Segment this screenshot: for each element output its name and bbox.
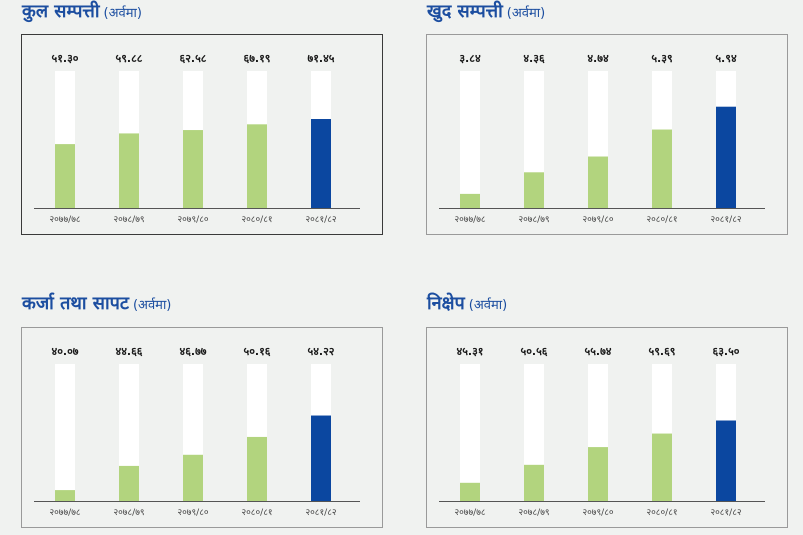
bar [652, 433, 672, 501]
data-label: ६३.५० [712, 345, 739, 358]
x-tick-label: २०८१/८२ [710, 508, 741, 518]
bar [247, 436, 267, 501]
data-label: ५.३९ [651, 52, 673, 65]
deposits-chart: ४५.३१ २०७७/७८ ५०.५६ २०७८/७९ ५५.७४ २०७९/८० ५९.६… [426, 327, 788, 528]
x-tick-label: २०७७/७८ [454, 215, 485, 225]
data-label: ४.३६ [523, 52, 545, 65]
x-tick-label: २०७७/७८ [49, 215, 80, 225]
x-tick-label: २०८०/८१ [646, 508, 677, 518]
chart-unit: (अर्वमा) [132, 298, 172, 313]
data-label: ६७.१९ [243, 52, 270, 65]
bar [460, 193, 480, 208]
bar [119, 133, 139, 208]
x-tick-label: २०७७/७८ [49, 508, 80, 518]
data-label: ५९.८८ [115, 52, 142, 65]
bar [311, 415, 331, 501]
net-worth-chart-svg: ३.८४ २०७७/७८ ४.३६ २०७८/७९ ४.७४ २०७९/८० ५.३९ २०८… [439, 52, 765, 225]
bar [183, 454, 203, 501]
bar [716, 106, 736, 208]
bar-track [55, 364, 75, 501]
bar [119, 465, 139, 501]
bar [588, 447, 608, 501]
deposits-chart-svg: ४५.३१ २०७७/७८ ५०.५६ २०७८/७९ ५५.७४ २०७९/८० ५९.६… [439, 345, 765, 518]
data-label: ५०.१६ [243, 345, 270, 358]
bar [55, 490, 75, 501]
bar [652, 129, 672, 208]
x-tick-label: २०७७/७८ [454, 508, 485, 518]
data-label: ५९.६९ [648, 345, 675, 358]
chart-unit: (अर्वमा) [506, 6, 546, 21]
bar [460, 482, 480, 501]
chart-heading: कर्जा तथा सापट (अर्वमा) [22, 295, 171, 313]
x-tick-label: २०८१/८२ [305, 215, 336, 225]
x-tick-label: २०७९/८० [582, 215, 613, 225]
x-tick-label: २०७८/७९ [518, 215, 549, 225]
x-tick-label: २०८०/८१ [241, 508, 272, 518]
total-assets-chart: ५१.३० २०७७/७८ ५९.८८ २०७८/७९ ६२.५८ २०७९/८० ६७.१… [21, 34, 383, 235]
x-tick-label: २०८०/८१ [646, 215, 677, 225]
bar [247, 124, 267, 208]
x-tick-label: २०८०/८१ [241, 215, 272, 225]
data-label: ४५.३१ [456, 345, 483, 358]
x-tick-label: २०८१/८२ [710, 215, 741, 225]
bar [588, 156, 608, 208]
net-worth-chart: ३.८४ २०७७/७८ ४.३६ २०७८/७९ ४.७४ २०७९/८० ५.३९ २०८… [426, 34, 788, 235]
bar [311, 119, 331, 208]
data-label: ३.८४ [459, 52, 481, 65]
loans-chart: ४०.०७ २०७७/७८ ४४.६६ २०७८/७९ ४६.७७ २०७९/८० ५०.१… [21, 327, 383, 528]
x-tick-label: २०८१/८२ [305, 508, 336, 518]
data-label: ७१.४५ [307, 52, 334, 65]
x-tick-label: २०७८/७९ [113, 508, 144, 518]
data-label: ५५.७४ [584, 345, 611, 358]
x-tick-label: २०७९/८० [177, 215, 208, 225]
chart-title: निक्षेप [427, 293, 465, 314]
data-label: ६२.५८ [179, 52, 206, 65]
bar-track [460, 71, 480, 208]
bar [55, 144, 75, 208]
total-assets-chart-svg: ५१.३० २०७७/७८ ५९.८८ २०७८/७९ ६२.५८ २०७९/८० ६७.१… [34, 52, 360, 225]
chart-unit: (अर्वमा) [468, 298, 508, 313]
x-tick-label: २०७९/८० [177, 508, 208, 518]
bar [524, 172, 544, 208]
bar [183, 130, 203, 208]
bar [716, 420, 736, 501]
chart-title: कर्जा तथा सापट [22, 293, 129, 314]
data-label: ४६.७७ [179, 345, 206, 358]
chart-title: कुल सम्पत्ती [22, 1, 100, 22]
data-label: ५०.५६ [520, 345, 547, 358]
bar [524, 464, 544, 501]
x-tick-label: २०७८/७९ [113, 215, 144, 225]
data-label: ५.९४ [715, 52, 737, 65]
bar-track [460, 364, 480, 501]
data-label: ५१.३० [51, 52, 78, 65]
x-tick-label: २०७९/८० [582, 508, 613, 518]
chart-title: खुद सम्पत्ती [427, 1, 503, 22]
data-label: ४.७४ [587, 52, 609, 65]
chart-heading: कुल सम्पत्ती (अर्वमा) [22, 3, 142, 21]
data-label: ४४.६६ [115, 345, 142, 358]
data-label: ४०.०७ [51, 345, 78, 358]
x-tick-label: २०७८/७९ [518, 508, 549, 518]
chart-unit: (अर्वमा) [103, 6, 142, 21]
chart-heading: निक्षेप (अर्वमा) [427, 295, 507, 313]
loans-chart-svg: ४०.०७ २०७७/७८ ४४.६६ २०७८/७९ ४६.७७ २०७९/८० ५०.१… [34, 345, 360, 518]
data-label: ५४.२२ [307, 345, 334, 358]
chart-heading: खुद सम्पत्ती (अर्वमा) [427, 3, 545, 21]
